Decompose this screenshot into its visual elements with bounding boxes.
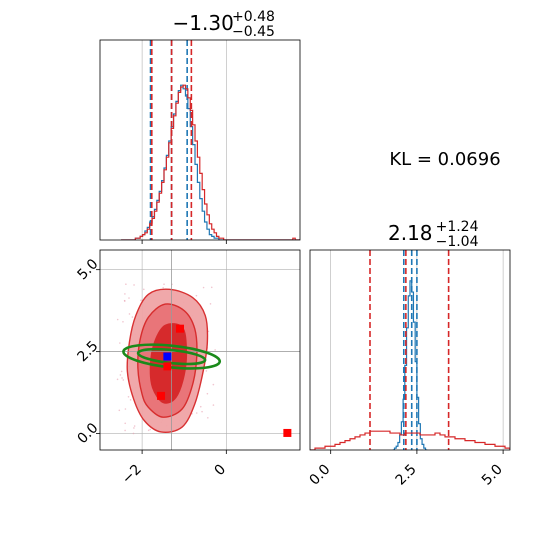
red-marker	[283, 428, 292, 437]
scatter-point	[132, 432, 135, 435]
x-tick-label: 0	[212, 462, 230, 480]
blue-marker	[163, 352, 172, 361]
scatter-point	[202, 286, 205, 289]
scatter-point	[118, 409, 121, 412]
scatter-point	[142, 288, 145, 291]
scatter-point	[125, 283, 127, 286]
x-ticks: −2 0	[119, 450, 229, 487]
scatter-point	[195, 412, 198, 414]
scatter-point	[116, 378, 119, 381]
scatter-point	[128, 313, 131, 315]
scatter-point	[201, 410, 203, 413]
scatter-point	[124, 422, 127, 425]
scatter-point	[128, 297, 130, 299]
scatter-point	[199, 405, 202, 408]
plot-area	[121, 40, 300, 240]
scatter-point	[212, 404, 215, 406]
x-tick-label: −2	[119, 462, 145, 488]
title-minus: −0.45	[232, 24, 275, 40]
title-plus: +0.48	[232, 9, 275, 25]
panel-frame	[99, 249, 301, 451]
title-plus: +1.24	[436, 219, 479, 235]
scatter-point	[149, 428, 152, 431]
scatter-point	[119, 342, 121, 344]
histogram-title-x: −1.30	[173, 11, 234, 35]
x-tick-label: 0.0	[306, 462, 333, 489]
histogram-title-y: 2.18	[388, 221, 433, 245]
scatter-point	[121, 377, 123, 379]
histogram-step-line	[392, 280, 428, 450]
title-median: −1.30	[173, 11, 234, 35]
scatter-point	[122, 320, 124, 323]
x-ticks: 0.0 2.5 5.0	[306, 450, 506, 489]
scatter-point	[163, 283, 165, 286]
scatter-point	[162, 286, 164, 289]
y-ticks: 0.0 2.5 5.0	[74, 256, 101, 447]
grid-lines	[141, 40, 227, 240]
histogram-panel-x: −1.30 +0.48−0.45	[99, 9, 301, 244]
scatter-point	[127, 396, 130, 398]
red-marker	[163, 362, 172, 371]
scatter-point	[133, 427, 135, 429]
scatter-point	[214, 349, 216, 351]
scatter-point	[123, 299, 126, 302]
scatter-point	[212, 383, 215, 386]
x-tick-label: 2.5	[393, 462, 420, 489]
y-tick-label: 2.5	[74, 338, 101, 365]
scatter-point	[124, 408, 127, 410]
histogram-step-line	[310, 430, 510, 450]
x-tick-label: 5.0	[479, 462, 506, 489]
scatter-point	[195, 294, 198, 297]
plot-area	[100, 250, 300, 450]
scatter-point	[133, 284, 135, 286]
scatter-point	[133, 425, 136, 427]
scatter-point	[116, 318, 119, 321]
scatter-point	[205, 370, 208, 372]
scatter-point	[122, 379, 125, 381]
scatter-point	[119, 374, 122, 376]
panel-frame	[99, 39, 301, 241]
panel-background	[100, 40, 300, 240]
x-ticks	[141, 240, 227, 244]
scatter-point	[124, 293, 126, 295]
scatter-point	[131, 316, 134, 318]
scatter-point	[207, 416, 209, 419]
title-minus: −1.04	[436, 234, 479, 250]
y-tick-label: 0.0	[74, 420, 101, 447]
contour-panel: −2 0 0.0 2.5 5.0	[74, 249, 301, 487]
red-marker	[157, 391, 166, 400]
scatter-point	[140, 299, 142, 302]
scatter-point	[129, 399, 132, 401]
scatter-point	[120, 370, 123, 373]
panel-frame	[309, 249, 511, 451]
red-marker	[176, 324, 184, 333]
scatter-point	[210, 286, 213, 289]
plot-area	[310, 250, 510, 450]
scatter-point	[206, 392, 209, 395]
scatter-point	[147, 429, 150, 432]
title-median: 2.18	[388, 221, 433, 245]
scatter-point	[124, 429, 126, 432]
kl-divergence-label: KL = 0.0696	[389, 149, 500, 170]
scatter-point	[209, 303, 212, 305]
panel-background	[310, 250, 510, 450]
y-tick-label: 5.0	[74, 256, 101, 283]
histogram-panel-y: 0.0 2.5 5.0 2.18 +1.24−1.04	[306, 219, 511, 489]
